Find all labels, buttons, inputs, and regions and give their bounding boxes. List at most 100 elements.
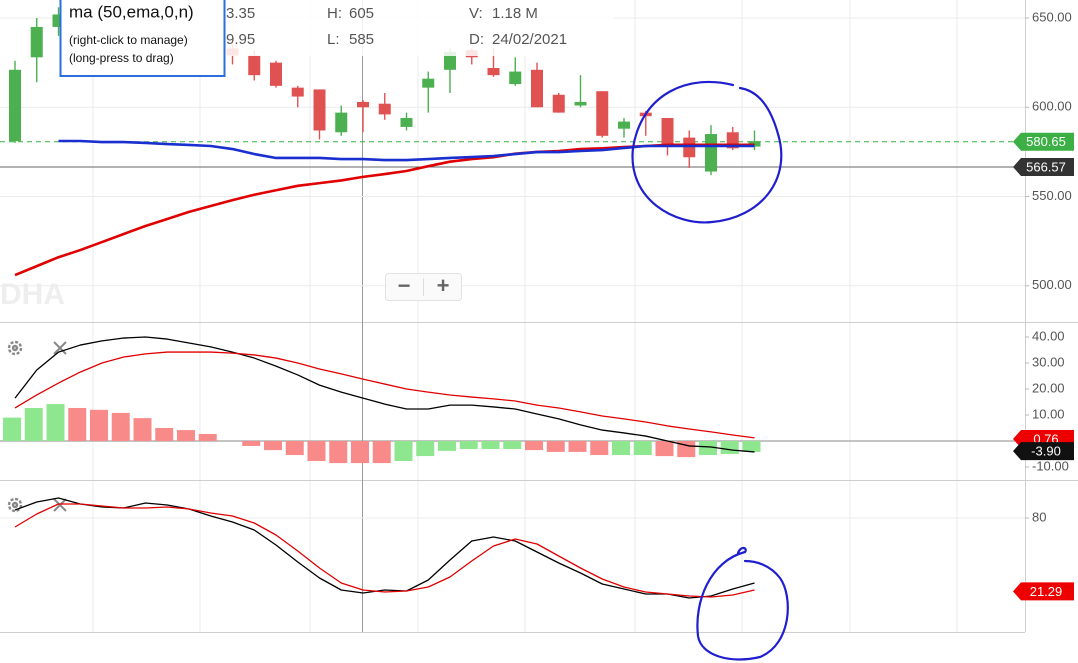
candle-body xyxy=(30,26,43,58)
histogram-bar xyxy=(3,417,21,441)
info-clipped: 3.35 xyxy=(226,5,255,22)
vertical-grid xyxy=(92,0,958,632)
candle-body xyxy=(596,91,609,136)
candle-body xyxy=(531,69,543,108)
candle-body xyxy=(9,69,21,142)
candle-body xyxy=(248,55,261,76)
histogram-bar xyxy=(459,441,478,450)
y-tick-label: -10.00 xyxy=(1032,458,1069,473)
histogram-bar xyxy=(329,441,348,464)
hand-drawn-circle xyxy=(696,546,789,661)
annotations xyxy=(631,80,789,661)
histogram-bar xyxy=(351,441,369,464)
zoom-in-button[interactable]: + xyxy=(437,273,450,298)
price-marker xyxy=(1013,157,1074,176)
settings-icon-center xyxy=(11,344,19,352)
histogram-bar xyxy=(133,418,152,441)
histogram-bar xyxy=(438,441,456,451)
pane: 80 21.29 xyxy=(0,497,1074,601)
candle-body xyxy=(487,68,500,76)
settings-icon-center xyxy=(11,501,19,509)
histogram-bar xyxy=(68,407,87,441)
indicator-hint: (long-press to drag) xyxy=(69,51,174,65)
candle-body xyxy=(552,94,565,113)
info-label: V: xyxy=(469,5,483,22)
panes: 650.00 600.00 550.00 500.00 580.65 566.57 40.0… xyxy=(0,7,1074,601)
candle-body xyxy=(270,62,282,86)
histogram-bar xyxy=(568,441,587,452)
histogram-bar xyxy=(372,441,391,464)
hand-drawn-circle xyxy=(631,80,783,224)
y-tick-label: 550.00 xyxy=(1032,188,1072,203)
info-value: 605 xyxy=(349,5,374,22)
y-tick-label: 650.00 xyxy=(1032,9,1072,24)
price-marker-label: 21.29 xyxy=(1030,584,1063,599)
histogram-bar xyxy=(285,441,304,456)
histogram-bar xyxy=(155,428,174,441)
candle-body xyxy=(705,134,717,172)
watermark: DHA xyxy=(0,278,65,311)
candle-body xyxy=(291,87,304,97)
y-tick-label: 10.00 xyxy=(1032,406,1065,421)
candle-body xyxy=(574,101,587,106)
candle-body xyxy=(400,117,413,127)
histogram-bar xyxy=(394,441,413,462)
histogram-bar xyxy=(546,441,565,452)
histogram-bar xyxy=(307,441,326,462)
indicator-line xyxy=(14,351,755,439)
histogram-bar xyxy=(177,430,195,441)
histogram-bar xyxy=(612,441,630,456)
settings-icon[interactable] xyxy=(7,497,23,513)
indicator-line xyxy=(58,139,755,162)
indicator-hint: (right-click to manage) xyxy=(69,33,188,47)
price-marker-label: -3.90 xyxy=(1031,444,1061,459)
histogram-bar xyxy=(699,441,717,456)
indicator-line xyxy=(14,143,755,277)
histogram-bar xyxy=(481,441,500,450)
settings-icon[interactable] xyxy=(7,340,23,356)
plot: 650.00 600.00 550.00 500.00 580.65 566.57 40.0… xyxy=(0,7,1074,601)
price-marker xyxy=(1013,442,1074,461)
histogram-bar xyxy=(503,441,522,450)
close-icon[interactable] xyxy=(53,341,67,355)
candle-body xyxy=(618,121,630,129)
indicator-box[interactable] xyxy=(59,0,226,77)
close-icon[interactable] xyxy=(53,498,67,512)
histogram-bar xyxy=(264,441,282,451)
info-value: 1.18 M xyxy=(492,5,538,22)
histogram-bar xyxy=(242,441,261,446)
info-label: H: xyxy=(327,5,342,22)
candle-body xyxy=(509,71,522,85)
histogram-bar xyxy=(46,404,65,441)
histogram-bar xyxy=(90,409,108,441)
histogram-bar xyxy=(677,441,696,458)
histogram-bar xyxy=(416,441,435,457)
candle-body xyxy=(444,51,456,70)
overlay: 3.35 9.95 H: 605 L: 585 V: 1.18 M D: 24/… xyxy=(59,0,789,661)
candle-body xyxy=(335,112,348,133)
candle-body xyxy=(422,78,435,88)
layout xyxy=(0,0,1078,633)
y-tick-label: 40.00 xyxy=(1032,328,1065,343)
candle-body xyxy=(683,137,696,158)
info-value: 585 xyxy=(349,31,374,48)
y-tick-label: 30.00 xyxy=(1032,354,1065,369)
histogram-bar xyxy=(720,441,739,454)
candle-body xyxy=(378,103,391,115)
info-clipped: 9.95 xyxy=(226,31,255,48)
info-value: 24/02/2021 xyxy=(492,31,567,48)
price-marker xyxy=(1013,582,1074,601)
y-tick-label: 600.00 xyxy=(1032,99,1072,114)
indicator-line xyxy=(14,503,755,598)
pane-controls xyxy=(7,340,67,513)
y-tick-label: 20.00 xyxy=(1032,380,1065,395)
zoom-out-button[interactable]: − xyxy=(398,273,411,298)
info-label: D: xyxy=(469,31,484,48)
y-tick-label: 80 xyxy=(1032,509,1046,524)
price-marker xyxy=(1013,132,1074,151)
indicator-line xyxy=(14,336,755,453)
candle-body xyxy=(313,89,326,131)
